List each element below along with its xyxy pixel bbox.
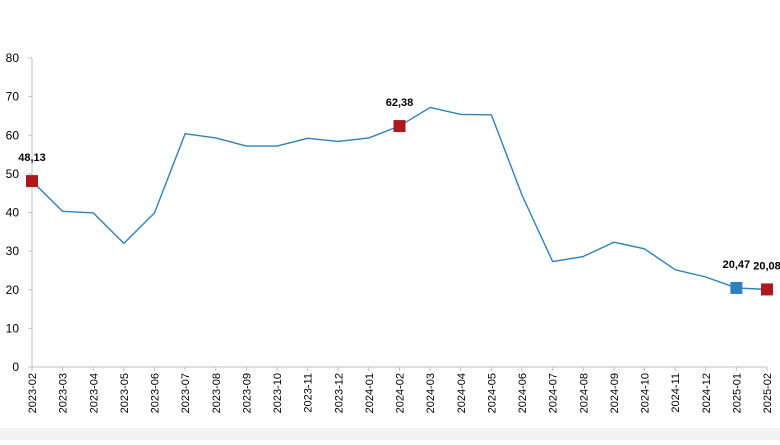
y-tick-label: 80 xyxy=(6,51,20,65)
x-tick-label: 2023-02 xyxy=(27,373,39,413)
data-label: 20,08 xyxy=(753,260,780,272)
x-tick-label: 2025-01 xyxy=(731,373,743,413)
x-tick-label: 2023-12 xyxy=(333,373,345,413)
x-tick-label: 2024-01 xyxy=(364,373,376,413)
x-tick-label: 2023-05 xyxy=(119,373,131,413)
x-tick-label: 2023-08 xyxy=(211,373,223,413)
highlight-marker xyxy=(761,283,773,296)
highlight-marker xyxy=(730,281,743,294)
y-tick-label: 0 xyxy=(12,360,19,374)
highlight-marker xyxy=(26,175,38,188)
x-tick-label: 2025-02 xyxy=(762,373,774,413)
highlight-marker xyxy=(393,120,406,133)
x-tick-label: 2024-10 xyxy=(640,373,652,413)
x-tick-label: 2023-10 xyxy=(272,373,284,413)
x-tick-label: 2023-07 xyxy=(180,373,192,413)
highlight-markers: 48,13 62,38 20,47 20,08 xyxy=(18,97,780,296)
y-tick-label: 60 xyxy=(6,128,20,142)
x-tick-label: 2024-07 xyxy=(548,373,560,413)
y-axis: 0 10 20 30 40 50 60 70 80 xyxy=(6,51,33,374)
x-tick-label: 2023-11 xyxy=(303,373,315,413)
x-tick-label: 2023-04 xyxy=(88,373,100,413)
y-tick-label: 50 xyxy=(6,167,20,181)
data-label: 48,13 xyxy=(18,152,46,164)
x-tick-label: 2024-03 xyxy=(425,373,437,413)
x-tick-label: 2023-03 xyxy=(58,373,70,413)
y-tick-label: 20 xyxy=(6,283,20,297)
y-tick-label: 40 xyxy=(6,206,20,220)
x-tick-label: 2023-09 xyxy=(241,373,253,413)
y-tick-label: 30 xyxy=(6,244,20,258)
x-tick-label: 2024-11 xyxy=(670,373,682,413)
x-tick-label: 2024-12 xyxy=(701,373,713,413)
bottom-band xyxy=(0,428,780,440)
x-tick-label: 2024-08 xyxy=(578,373,590,413)
y-tick-label: 10 xyxy=(6,321,20,335)
series-lines xyxy=(31,106,768,291)
x-tick-label: 2024-04 xyxy=(456,373,468,413)
x-tick-label: 2024-02 xyxy=(395,373,407,413)
data-label: 20,47 xyxy=(723,259,751,271)
x-tick-label: 2024-05 xyxy=(486,373,498,413)
x-axis: 2023-02 2023-03 2023-04 2023-05 2023-06 2023-… xyxy=(27,366,774,413)
data-label: 62,38 xyxy=(386,97,414,109)
x-tick-label: 2024-06 xyxy=(517,373,529,413)
x-tick-label: 2023-06 xyxy=(150,373,162,413)
x-tick-label: 2024-09 xyxy=(609,373,621,413)
series-line xyxy=(31,106,768,291)
y-tick-label: 70 xyxy=(6,90,20,104)
